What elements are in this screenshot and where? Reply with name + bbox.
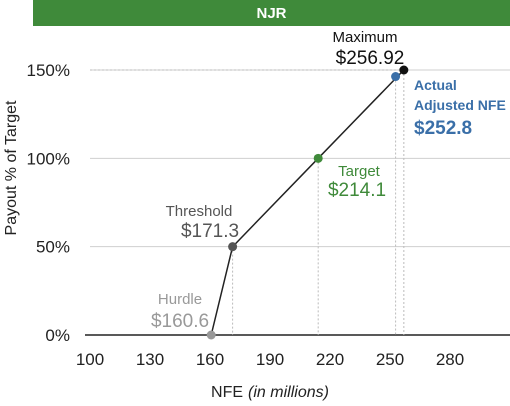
x-axis-title: NFE (in millions) xyxy=(211,384,329,401)
annotation-threshold-name: Threshold xyxy=(166,203,233,220)
data-point-marker xyxy=(206,330,216,340)
x-tick-label: 160 xyxy=(196,350,224,369)
y-tick-label: 0% xyxy=(45,326,70,345)
annotation-hurdle-value: $160.6 xyxy=(151,311,209,332)
x-tick-label: 250 xyxy=(376,350,404,369)
data-point-marker xyxy=(399,65,409,75)
y-axis-title: Payout % of Target xyxy=(3,100,20,235)
annotation-threshold-value: $171.3 xyxy=(181,221,239,242)
data-point-marker xyxy=(391,72,401,82)
chart-title-banner: NJR xyxy=(33,0,510,26)
annotation-actual-value: $252.8 xyxy=(414,118,472,139)
y-tick-label: 100% xyxy=(27,149,70,168)
x-tick-label: 130 xyxy=(136,350,164,369)
data-point-marker xyxy=(228,242,238,252)
series-line xyxy=(210,69,405,336)
annotation-maximum-name: Maximum xyxy=(332,29,397,46)
x-tick-label: 280 xyxy=(436,350,464,369)
annotation-target-name: Target xyxy=(338,163,381,180)
annotation-actual-line2: Adjusted NFE xyxy=(414,97,506,113)
x-tick-label: 190 xyxy=(256,350,284,369)
annotation-actual-line1: Actual xyxy=(414,77,457,93)
x-tick-label: 100 xyxy=(76,350,104,369)
y-tick-label: 150% xyxy=(27,61,70,80)
annotation-target-value: $214.1 xyxy=(328,180,386,201)
y-tick-label: 50% xyxy=(36,238,70,257)
annotation-hurdle-name: Hurdle xyxy=(158,291,202,308)
annotation-maximum-value: $256.92 xyxy=(336,48,405,69)
x-tick-label: 220 xyxy=(316,350,344,369)
data-point-marker xyxy=(313,153,323,163)
